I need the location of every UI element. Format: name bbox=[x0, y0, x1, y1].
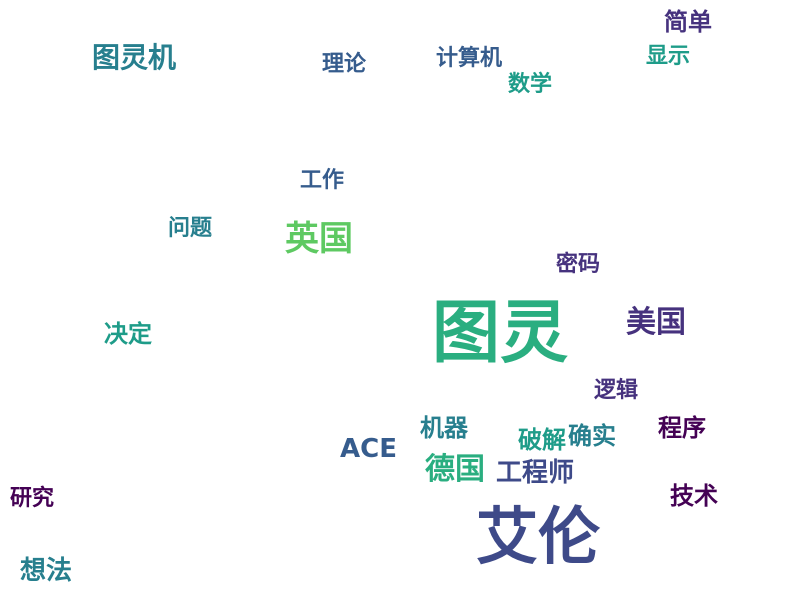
word-jiandan: 简单 bbox=[664, 8, 712, 36]
word-luoji: 逻辑 bbox=[594, 378, 639, 403]
word-jueding: 决定 bbox=[104, 320, 152, 348]
word-jishu: 技术 bbox=[670, 482, 718, 510]
word-yingguo: 英国 bbox=[285, 219, 353, 259]
word-meiguo: 美国 bbox=[626, 305, 686, 340]
word-jisuanji: 计算机 bbox=[436, 46, 503, 71]
word-xianshi: 显示 bbox=[646, 44, 691, 69]
word-tulingji: 图灵机 bbox=[92, 41, 177, 74]
word-gongchengshi: 工程师 bbox=[496, 458, 575, 488]
word-lilun: 理论 bbox=[322, 52, 367, 77]
word-yanjiu: 研究 bbox=[10, 486, 55, 511]
word-mima: 密码 bbox=[556, 252, 601, 277]
word-ace: ACE bbox=[340, 434, 397, 464]
word-chengxu: 程序 bbox=[658, 414, 706, 442]
word-pojie: 破解 bbox=[518, 426, 566, 454]
word-queshi: 确实 bbox=[568, 422, 616, 450]
word-shuxue: 数学 bbox=[508, 72, 553, 97]
word-tuling: 图灵 bbox=[432, 294, 569, 373]
word-xiangfa: 想法 bbox=[20, 556, 73, 586]
word-wenti: 问题 bbox=[168, 216, 213, 241]
word-jiqi: 机器 bbox=[420, 414, 468, 442]
word-deguo: 德国 bbox=[425, 452, 485, 487]
word-ailun: 艾伦 bbox=[476, 500, 601, 573]
word-gongzuo: 工作 bbox=[300, 168, 345, 193]
